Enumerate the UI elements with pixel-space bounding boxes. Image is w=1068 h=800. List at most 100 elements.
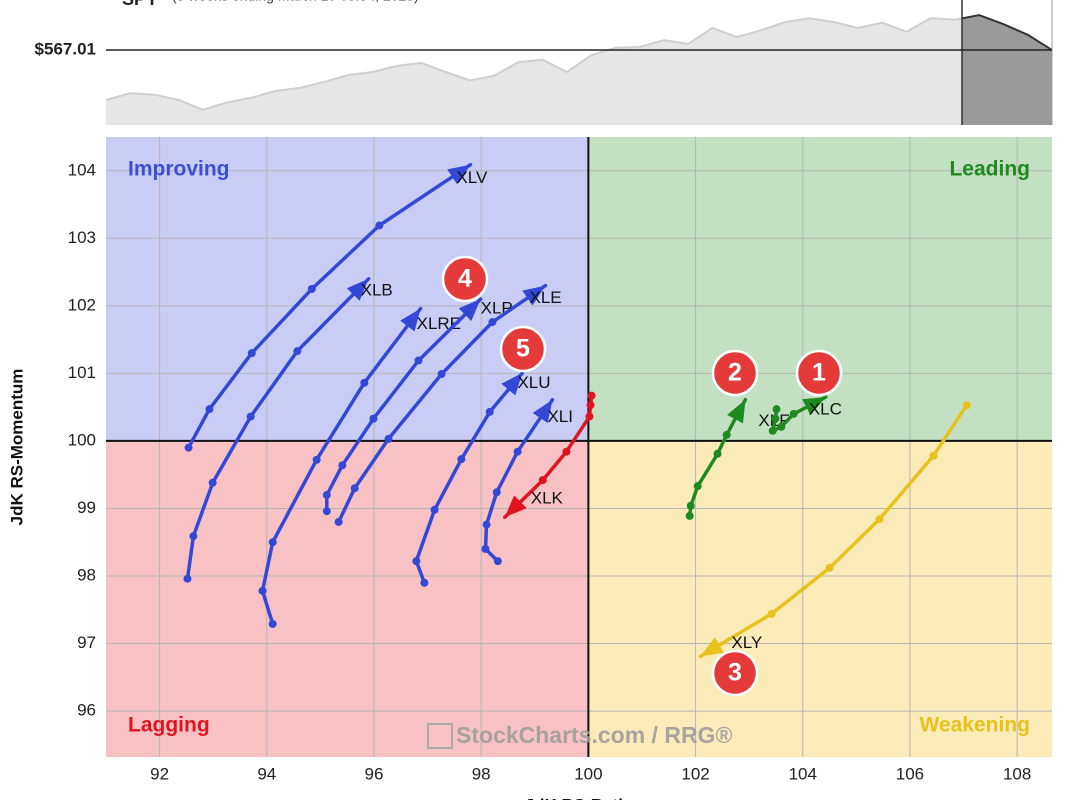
series-label: XLE xyxy=(530,288,562,307)
watermark: StockCharts.com / RRG® xyxy=(456,722,732,748)
y-tick-label: 97 xyxy=(77,633,96,652)
annotation-label: 1 xyxy=(812,359,826,387)
trail-point xyxy=(686,501,695,510)
trail-point xyxy=(293,347,302,356)
trail-point xyxy=(771,414,780,423)
trail-point xyxy=(772,405,781,414)
trail-point xyxy=(412,557,421,566)
y-axis-label: JdK RS-Momentum xyxy=(7,369,26,526)
x-tick-label: 106 xyxy=(896,764,924,783)
series-label: XLU xyxy=(517,373,550,392)
arrow-head xyxy=(501,372,523,396)
trail-point xyxy=(767,609,776,618)
trail-point xyxy=(420,578,429,587)
x-tick-label: 98 xyxy=(472,764,491,783)
trail-point xyxy=(586,401,595,410)
rrg-chart: 92 94 96 98 100 102 104 106 108 96 97 98 99 100 101 102… xyxy=(7,137,1052,800)
quadrant-bg xyxy=(106,137,589,441)
trail-point xyxy=(375,221,384,230)
price-area-recent xyxy=(962,15,1052,125)
trail-point xyxy=(247,349,256,358)
x-tick-label: 108 xyxy=(1003,764,1031,783)
trail-point xyxy=(485,407,494,416)
trail-point xyxy=(481,544,490,553)
price-area xyxy=(106,15,1052,126)
trail-point xyxy=(189,532,198,541)
trail-point xyxy=(789,409,798,418)
annotation-label: 3 xyxy=(728,659,742,687)
y-tick-label: 101 xyxy=(68,363,96,382)
trail-point xyxy=(384,434,393,443)
trail xyxy=(185,277,371,581)
series-label: XLV xyxy=(456,168,488,187)
trail-point xyxy=(722,430,731,439)
x-tick-label: 100 xyxy=(574,764,602,783)
x-tick-label: 96 xyxy=(365,764,384,783)
arrow-head xyxy=(504,495,527,518)
annotation-badge xyxy=(499,325,547,373)
arrow-head xyxy=(532,399,553,423)
quadrant-bg xyxy=(106,440,589,757)
trail-point xyxy=(430,505,439,514)
y-tick-label: 103 xyxy=(68,228,96,247)
strip-title: SPY xyxy=(122,0,158,9)
trail-point xyxy=(322,507,331,516)
quadrant-bg xyxy=(588,440,1052,757)
trail-point xyxy=(875,515,884,524)
arrow-head xyxy=(447,164,471,185)
arrow-head xyxy=(802,397,826,416)
x-tick-label: 104 xyxy=(789,764,817,783)
trail-point xyxy=(693,482,702,491)
trail-point xyxy=(437,370,446,379)
trail xyxy=(698,403,969,659)
y-tick-label: 98 xyxy=(77,565,96,584)
annotation-badge xyxy=(711,349,759,397)
trail-point xyxy=(457,455,466,464)
y-tick-label: 99 xyxy=(77,498,96,517)
trail-point xyxy=(414,356,423,365)
annotation-label: 4 xyxy=(458,265,472,293)
trail-point xyxy=(338,461,347,470)
arrow-head xyxy=(458,299,481,321)
trail-point xyxy=(493,557,502,566)
arrow-head xyxy=(727,399,746,424)
trail-point xyxy=(513,447,522,456)
trail-point xyxy=(246,412,255,421)
series-label: XLI xyxy=(547,407,573,426)
x-tick-label: 102 xyxy=(681,764,709,783)
quadrant-label: Weakening xyxy=(920,714,1030,737)
trail-point xyxy=(350,484,359,493)
trail-point xyxy=(334,517,343,526)
trail-point xyxy=(777,422,786,431)
y-tick-label: 104 xyxy=(68,160,96,179)
series-label: XLB xyxy=(361,280,393,299)
trail-point xyxy=(268,619,277,628)
x-axis-label: JdK RS-Ratio xyxy=(525,795,634,800)
trail-point xyxy=(268,538,277,547)
trail-point xyxy=(538,476,547,485)
trail-point xyxy=(768,426,777,435)
trail-point xyxy=(360,378,369,387)
trail-point xyxy=(307,284,316,293)
x-tick-label: 92 xyxy=(150,764,169,783)
price-strip: $567.01 SPY (5 weeks ending March 10 09:54… xyxy=(35,0,1053,126)
trail-point xyxy=(184,443,193,452)
strip-subtitle: (5 weeks ending March 10 09:54, 2025) xyxy=(172,0,419,4)
trail-point xyxy=(183,574,192,583)
trail-point xyxy=(369,414,378,423)
trail-point xyxy=(208,478,217,487)
trail-point xyxy=(205,405,214,414)
trail xyxy=(260,306,423,626)
annotation-label: 5 xyxy=(516,335,530,363)
quadrant-label: Improving xyxy=(128,158,230,181)
y-tick-label: 96 xyxy=(77,701,96,720)
trail-point xyxy=(258,586,267,595)
trail-point xyxy=(825,563,834,572)
arrow-head xyxy=(700,637,724,657)
series-label: XLK xyxy=(531,489,564,508)
trail-point xyxy=(713,449,722,458)
trail-point xyxy=(685,511,694,520)
trail-point xyxy=(929,451,938,460)
trail-point xyxy=(488,318,497,327)
arrow-head xyxy=(522,285,546,306)
